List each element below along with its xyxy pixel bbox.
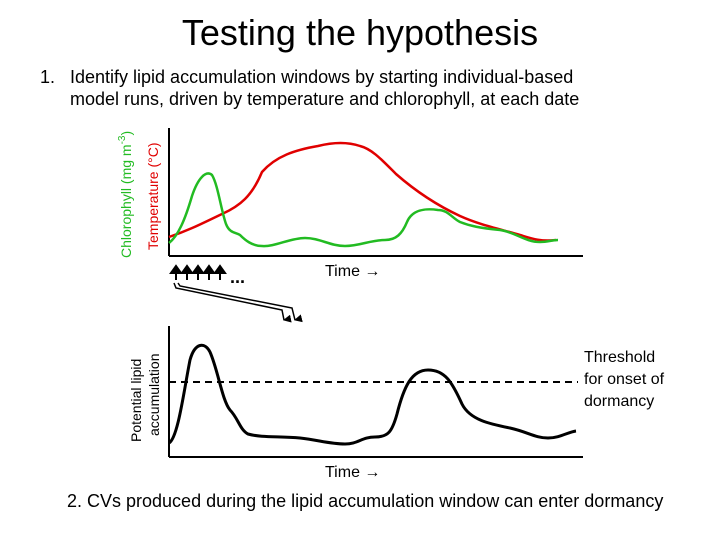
- bottom-panel: Potential lipid accumulation Time → Thre…: [128, 326, 665, 481]
- bottom-x-axis-label: Time →: [325, 464, 380, 481]
- start-arrows-ellipsis: ...: [230, 267, 245, 287]
- step-1-text: 1. Identify lipid accumulation windows by…: [40, 66, 579, 110]
- threshold-label-line-3: dormancy: [584, 393, 654, 410]
- slide-title: Testing the hypothesis: [181, 12, 539, 53]
- step-2-text: 2. CVs produced during the lipid accumul…: [67, 491, 664, 511]
- step-1-line-2: model runs, driven by temperature and ch…: [70, 89, 580, 109]
- top-x-axis-label: Time →: [325, 263, 380, 280]
- lipid-axis-label-line-2-text: accumulation: [146, 354, 162, 437]
- chlorophyll-label-close: ): [118, 131, 134, 136]
- chlorophyll-axis-label: Chlorophyll (mg m-3): [117, 131, 134, 258]
- chlorophyll-label-main: Chlorophyll (mg m: [118, 144, 134, 258]
- start-date-arrows: [169, 264, 227, 280]
- lipid-axis-label-line-1-text: Potential lipid: [128, 359, 144, 442]
- threshold-label-line-1: Threshold: [584, 349, 655, 366]
- step-1-line-1: Identify lipid accumulation windows by s…: [70, 67, 574, 87]
- step-1-number: 1.: [40, 67, 56, 87]
- top-panel: Temperature (°C) Chlorophyll (mg m-3) Ti…: [117, 128, 583, 280]
- temperature-axis-label: Temperature (°C): [145, 142, 161, 250]
- lipid-accumulation-curve: [167, 343, 577, 446]
- connecting-arrows: [173, 282, 303, 323]
- chlorophyll-label-exponent: -3: [117, 135, 128, 144]
- chlorophyll-curve: [168, 172, 559, 248]
- threshold-label-line-2: for onset of: [584, 371, 665, 388]
